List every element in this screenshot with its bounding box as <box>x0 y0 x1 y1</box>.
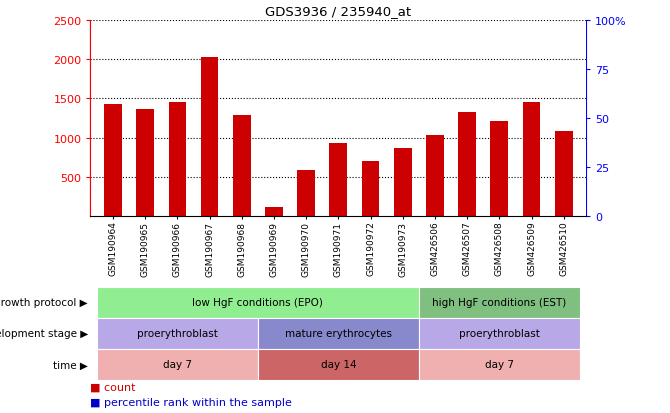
Bar <box>419 318 580 349</box>
Bar <box>258 318 419 349</box>
Text: time ▶: time ▶ <box>53 359 88 370</box>
Bar <box>104 104 122 217</box>
Text: ■ count: ■ count <box>90 382 136 392</box>
Bar <box>523 102 541 217</box>
Text: proerythroblast: proerythroblast <box>459 328 540 339</box>
Text: day 14: day 14 <box>320 359 356 370</box>
Text: mature erythrocytes: mature erythrocytes <box>285 328 392 339</box>
Bar <box>555 131 573 217</box>
Text: high HgF conditions (EST): high HgF conditions (EST) <box>432 297 566 308</box>
Bar <box>419 287 580 318</box>
Bar <box>330 144 347 217</box>
Bar <box>169 102 186 217</box>
Bar <box>97 318 258 349</box>
Text: ■ percentile rank within the sample: ■ percentile rank within the sample <box>90 396 292 407</box>
Bar <box>136 110 154 217</box>
Title: GDS3936 / 235940_at: GDS3936 / 235940_at <box>265 5 411 18</box>
Bar <box>297 171 315 217</box>
Bar <box>419 349 580 380</box>
Bar <box>201 58 218 217</box>
Bar <box>426 135 444 217</box>
Bar <box>490 122 508 217</box>
Bar <box>362 162 379 217</box>
Bar <box>233 116 251 217</box>
Text: growth protocol ▶: growth protocol ▶ <box>0 297 88 308</box>
Text: low HgF conditions (EPO): low HgF conditions (EPO) <box>192 297 324 308</box>
Bar <box>97 349 258 380</box>
Text: day 7: day 7 <box>163 359 192 370</box>
Bar <box>458 112 476 217</box>
Bar <box>258 349 419 380</box>
Text: development stage ▶: development stage ▶ <box>0 328 88 339</box>
Bar <box>265 208 283 217</box>
Bar <box>394 149 411 217</box>
Bar <box>97 287 419 318</box>
Text: day 7: day 7 <box>485 359 514 370</box>
Text: proerythroblast: proerythroblast <box>137 328 218 339</box>
